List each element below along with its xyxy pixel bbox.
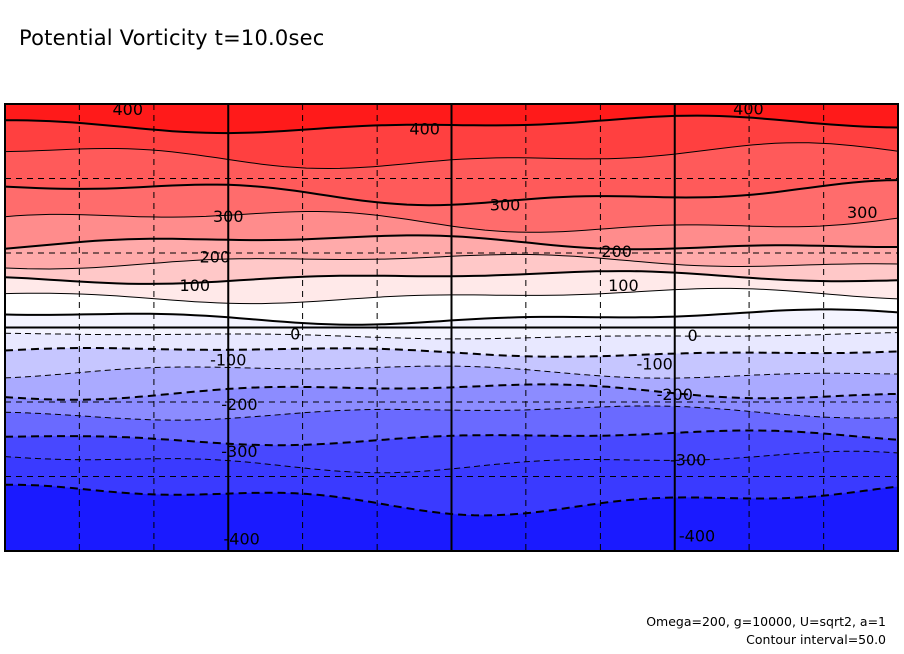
contour-label--300: -300 xyxy=(670,450,706,469)
contour-label-400: 400 xyxy=(733,99,764,118)
contour-label--400: -400 xyxy=(223,529,259,548)
contour-label--100: -100 xyxy=(637,354,673,373)
contour-label-100: 100 xyxy=(608,276,639,295)
contour-label--300: -300 xyxy=(221,442,257,461)
chart-title: Potential Vorticity t=10.0sec xyxy=(19,26,325,50)
contour-line--150 xyxy=(5,365,898,379)
plot-frame xyxy=(4,103,899,552)
contour-label--400: -400 xyxy=(679,526,715,545)
contour-label-0: 0 xyxy=(688,326,698,345)
contour-label-200: 200 xyxy=(601,242,632,261)
contour-label-400: 400 xyxy=(409,120,440,139)
contour-label-200: 200 xyxy=(200,248,231,267)
contour-interval-text: Contour interval=50.0 xyxy=(746,632,886,647)
contour-label--100: -100 xyxy=(210,351,246,370)
grid-lines xyxy=(5,104,898,551)
contour-label--200: -200 xyxy=(657,385,693,404)
contour-label-100: 100 xyxy=(179,276,210,295)
contour-label-300: 300 xyxy=(213,207,244,226)
contour-label-300: 300 xyxy=(490,196,521,215)
contour-label--200: -200 xyxy=(221,395,257,414)
parameters-text: Omega=200, g=10000, U=sqrt2, a=1 xyxy=(646,614,886,629)
contour-label-300: 300 xyxy=(847,203,878,222)
contour-label-0: 0 xyxy=(290,324,300,343)
contour-line--250 xyxy=(5,405,898,421)
